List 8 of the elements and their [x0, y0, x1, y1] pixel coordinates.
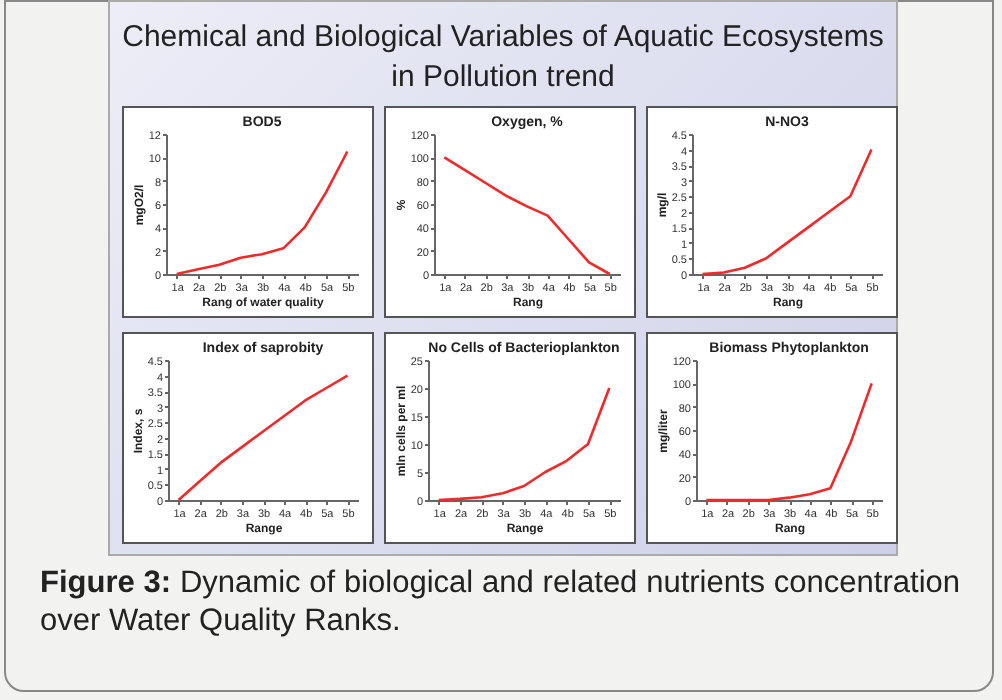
text: Chemical and Biological Variables of Aquatic Ecosystems in Pollution trend — [120, 18, 886, 98]
line-series — [705, 382, 873, 502]
line-series — [701, 148, 873, 276]
caption: Figure 3: Dynamic of biological and related nutrients concentration over Water Quality Ranks. — [40, 566, 960, 638]
line-series — [175, 150, 349, 276]
line-series — [443, 156, 611, 276]
line-series — [177, 374, 349, 502]
line-series — [437, 386, 611, 502]
